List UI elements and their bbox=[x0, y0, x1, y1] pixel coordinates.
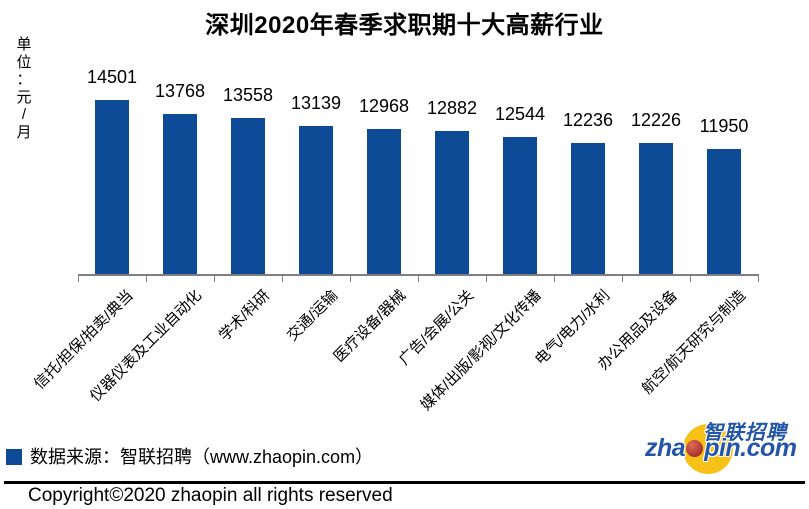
bar-slot: 14501 bbox=[78, 68, 146, 274]
bar-slot: 11950 bbox=[690, 117, 758, 274]
bar-value-label: 14501 bbox=[86, 67, 138, 87]
unit-char: 单 bbox=[16, 36, 32, 53]
x-axis-tick bbox=[78, 276, 79, 282]
x-axis-tick bbox=[418, 276, 419, 282]
bar-value-label: 12544 bbox=[494, 104, 546, 124]
bar-slot: 13558 bbox=[214, 86, 282, 274]
bar-value-label: 12882 bbox=[426, 98, 478, 118]
y-axis-unit-label: 单位：元 / 月 bbox=[12, 36, 36, 141]
x-axis-tick bbox=[350, 276, 351, 282]
bars-container: 14501 13768 13558 13139 12968 12882 12544 12236… bbox=[78, 0, 758, 274]
category-label: 交通/运输 bbox=[283, 287, 342, 345]
unit-char: 元 bbox=[16, 88, 32, 106]
bar bbox=[163, 114, 197, 274]
unit-char: 位 bbox=[16, 53, 32, 71]
bar-value-label: 12236 bbox=[562, 110, 614, 130]
x-axis-tick bbox=[758, 276, 759, 282]
source-legend: 数据来源：智联招聘（www.zhaopin.com） bbox=[6, 447, 373, 467]
bar bbox=[367, 129, 401, 274]
bar-slot: 13768 bbox=[146, 82, 214, 274]
category-label: 电气/电力/水利 bbox=[531, 287, 614, 369]
bar bbox=[435, 131, 469, 274]
logo-domain-text: zha pin.com bbox=[645, 434, 797, 463]
logo-domain-suffix: pin.com bbox=[704, 434, 797, 462]
logo-red-dot-icon bbox=[686, 440, 704, 457]
legend-color-swatch bbox=[6, 449, 22, 465]
category-label: 广告/会展/公关 bbox=[395, 287, 478, 369]
copyright-text: Copyright©2020 zhaopin all rights reserv… bbox=[28, 485, 393, 506]
category-label: 航空/航天研究与制造 bbox=[638, 287, 750, 398]
bar-slot: 13139 bbox=[282, 94, 350, 274]
bar-value-label: 13139 bbox=[290, 93, 342, 113]
category-label: 医疗设备/器械 bbox=[330, 287, 410, 366]
bar-value-label: 13558 bbox=[222, 85, 274, 105]
unit-char: 月 bbox=[16, 123, 32, 141]
bar-value-label: 12226 bbox=[630, 110, 682, 130]
x-axis-tick bbox=[622, 276, 623, 282]
x-axis-tick bbox=[282, 276, 283, 282]
x-axis-tick bbox=[214, 276, 215, 282]
footer-divider bbox=[4, 481, 805, 484]
bar-slot: 12544 bbox=[486, 105, 554, 274]
category-label: 媒体/出版/影视/文化传播 bbox=[418, 287, 546, 414]
source-text: 数据来源：智联招聘（www.zhaopin.com） bbox=[30, 447, 374, 467]
zhaopin-logo: 智联招聘 zha pin.com bbox=[640, 408, 808, 480]
x-axis-tick bbox=[690, 276, 691, 282]
category-label: 办公用品及设备 bbox=[594, 287, 682, 374]
x-axis-tick bbox=[146, 276, 147, 282]
chart-title: 深圳2020年春季求职期十大高薪行业 bbox=[205, 12, 604, 39]
bar-value-label: 12968 bbox=[358, 96, 410, 116]
logo-domain-prefix: zha bbox=[645, 434, 686, 462]
category-label: 信托/担保/拍卖/典当 bbox=[31, 287, 138, 393]
bar bbox=[639, 143, 673, 274]
category-label: 学术/科研 bbox=[215, 287, 274, 345]
bar-value-label: 13768 bbox=[154, 81, 206, 101]
bar-value-label: 11950 bbox=[699, 116, 749, 136]
bar-slot: 12226 bbox=[622, 111, 690, 274]
bar-slot: 12968 bbox=[350, 97, 418, 274]
bar bbox=[95, 100, 129, 274]
bar bbox=[707, 149, 741, 274]
category-label: 仪器仪表及工业自动化 bbox=[86, 287, 206, 406]
bar-slot: 12882 bbox=[418, 99, 486, 274]
x-axis-line bbox=[78, 274, 759, 276]
bar bbox=[571, 143, 605, 274]
unit-char: / bbox=[21, 106, 27, 123]
logo-chinese-text: 智联招聘 bbox=[703, 422, 787, 444]
unit-char: ： bbox=[16, 71, 32, 88]
bar-slot: 12236 bbox=[554, 111, 622, 274]
bar bbox=[231, 118, 265, 274]
bar bbox=[503, 137, 537, 274]
x-axis-tick bbox=[554, 276, 555, 282]
bar bbox=[299, 126, 333, 274]
x-axis-tick bbox=[486, 276, 487, 282]
